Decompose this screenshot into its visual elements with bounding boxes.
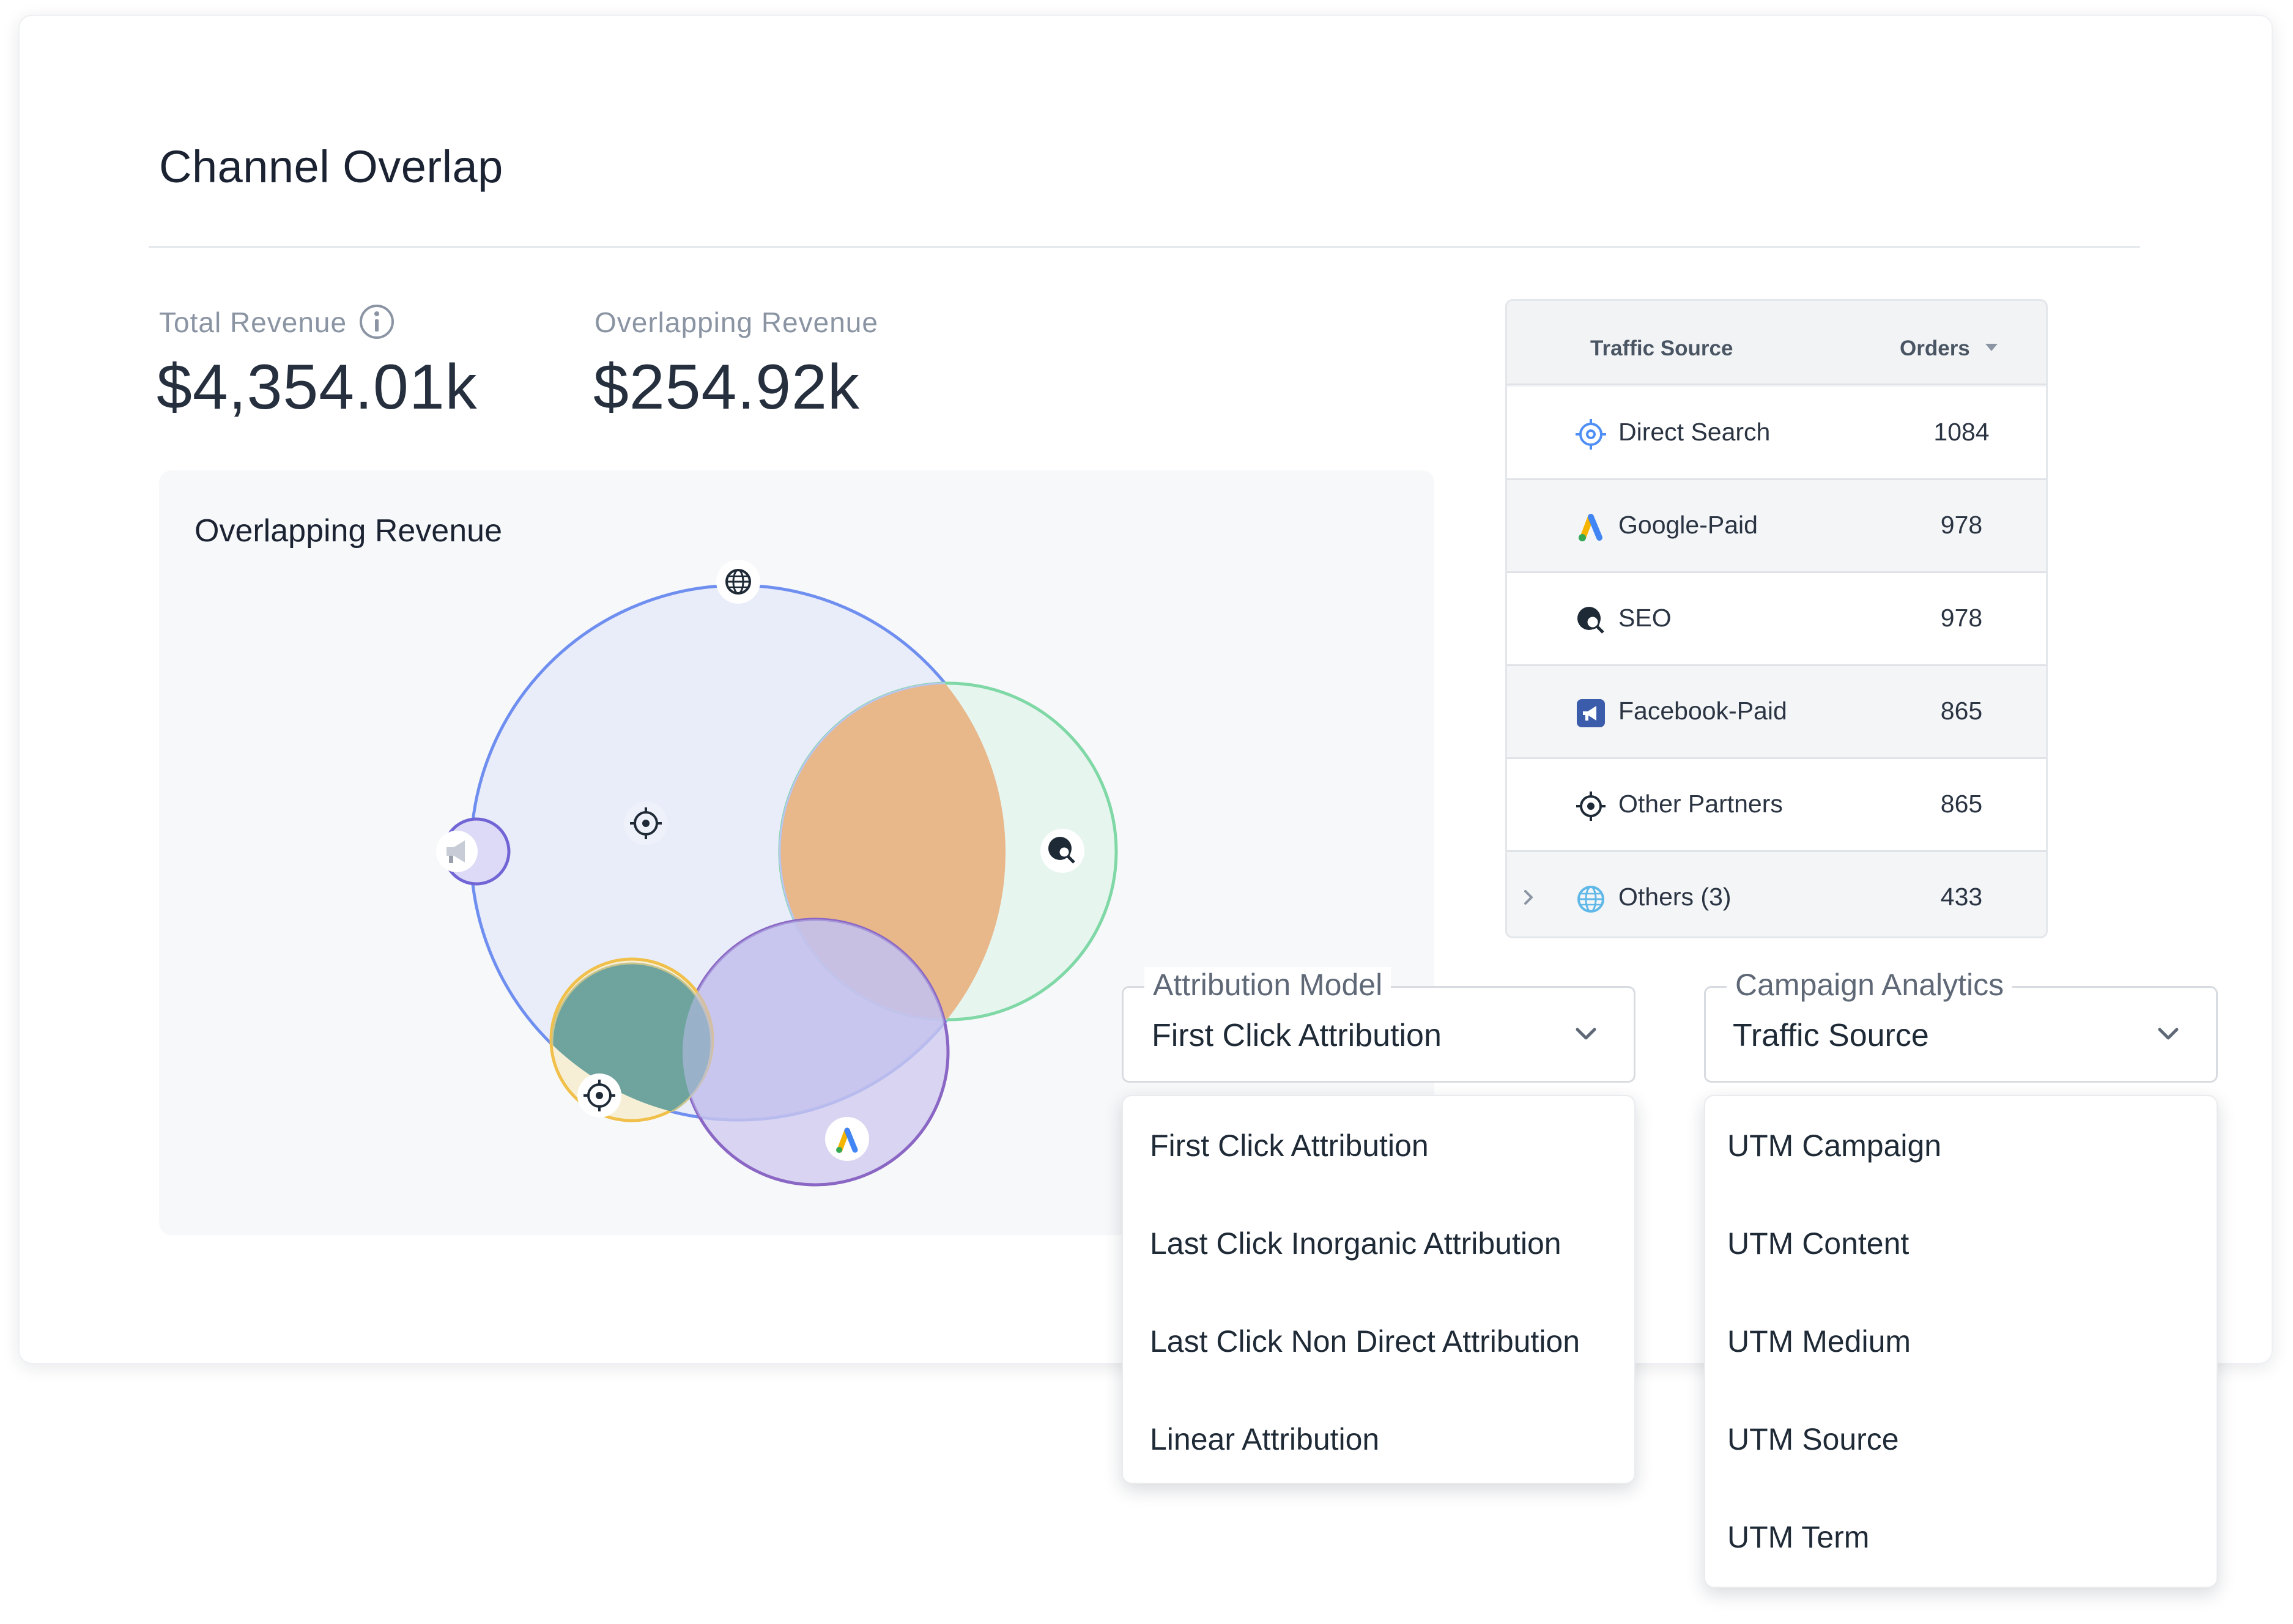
campaign-option[interactable]: UTM Medium: [1727, 1324, 1911, 1359]
attribution-model-value: First Click Attribution: [1152, 1018, 1442, 1053]
venn-title: Overlapping Revenue: [194, 513, 502, 549]
row-source-name: Direct Search: [1618, 418, 1771, 446]
row-orders-value: 978: [1940, 604, 1983, 632]
chevron-down-icon[interactable]: [1571, 1022, 1601, 1047]
target-icon: [624, 801, 668, 845]
row-source-name: Google-Paid: [1618, 511, 1758, 539]
google-ads-icon: [825, 1117, 869, 1161]
megaphone-icon: [436, 831, 478, 872]
attribution-option[interactable]: First Click Attribution: [1150, 1129, 1429, 1163]
google-ads-icon: [1579, 514, 1602, 541]
campaign-option[interactable]: UTM Content: [1727, 1226, 1910, 1261]
row-orders-value: 865: [1940, 697, 1983, 725]
sort-desc-icon[interactable]: [1985, 344, 1998, 351]
row-orders-value: 978: [1940, 511, 1983, 539]
attribution-model-label: Attribution Model: [1144, 967, 1391, 1003]
column-header-traffic-source[interactable]: Traffic Source: [1590, 336, 1733, 360]
globe-icon: [1577, 886, 1604, 913]
seo-search-icon: [1577, 607, 1604, 634]
globe-icon: [716, 560, 760, 604]
attribution-option[interactable]: Linear Attribution: [1150, 1422, 1380, 1456]
row-orders-value: 433: [1940, 883, 1983, 911]
attribution-option[interactable]: Last Click Non Direct Attribution: [1150, 1324, 1580, 1359]
table-row[interactable]: SEO 978: [1507, 573, 2046, 666]
card-title: Channel Overlap: [159, 141, 503, 192]
campaign-option[interactable]: UTM Term: [1727, 1520, 1870, 1554]
table-row[interactable]: Google-Paid 978: [1507, 480, 2046, 573]
row-source-name: SEO: [1618, 604, 1672, 632]
facebook-ads-icon: [1577, 699, 1605, 727]
campaign-analytics-label: Campaign Analytics: [1727, 967, 2013, 1003]
table-row[interactable]: Direct Search 1084: [1507, 387, 2046, 480]
campaign-analytics-menu: UTM Campaign UTM Content UTM Medium UTM …: [1704, 1095, 2218, 1588]
table-row[interactable]: Other Partners 865: [1507, 759, 2046, 852]
target-icon: [1576, 792, 1606, 821]
row-source-name: Facebook-Paid: [1618, 697, 1787, 725]
campaign-option[interactable]: UTM Campaign: [1727, 1129, 1942, 1163]
attribution-model-select[interactable]: Attribution Model First Click Attributio…: [1122, 967, 1635, 1083]
campaign-analytics-value: Traffic Source: [1733, 1018, 1929, 1053]
crosshair-icon: [1576, 419, 1606, 450]
row-source-name: Others (3): [1618, 883, 1732, 911]
info-icon[interactable]: [358, 303, 395, 340]
row-source-name: Other Partners: [1618, 790, 1783, 818]
overlapping-revenue-label: Overlapping Revenue: [595, 306, 878, 338]
campaign-option[interactable]: UTM Source: [1727, 1422, 1899, 1456]
target-icon: [577, 1073, 621, 1118]
chevron-right-icon[interactable]: [1517, 884, 1541, 911]
row-orders-value: 865: [1940, 790, 1983, 818]
row-orders-value: 1084: [1933, 418, 1990, 446]
column-header-orders[interactable]: Orders: [1900, 336, 1970, 360]
attribution-option[interactable]: Last Click Inorganic Attribution: [1150, 1226, 1561, 1261]
traffic-source-table: Traffic Source Orders Direct Search 1084…: [1505, 299, 2048, 938]
campaign-analytics-select[interactable]: Campaign Analytics Traffic Source: [1704, 967, 2218, 1083]
total-revenue-value: $4,354.01k: [157, 352, 478, 423]
title-divider: [149, 246, 2140, 248]
chevron-down-icon[interactable]: [2154, 1022, 2183, 1047]
overlapping-revenue-value: $254.92k: [593, 352, 860, 423]
seo-search-icon: [1040, 829, 1084, 873]
attribution-model-menu: First Click Attribution Last Click Inorg…: [1122, 1095, 1635, 1484]
table-row[interactable]: Facebook-Paid 865: [1507, 666, 2046, 759]
total-revenue-label: Total Revenue: [159, 306, 347, 338]
table-row[interactable]: Others (3) 433: [1507, 852, 2046, 936]
table-header: Traffic Source Orders: [1507, 301, 2046, 385]
